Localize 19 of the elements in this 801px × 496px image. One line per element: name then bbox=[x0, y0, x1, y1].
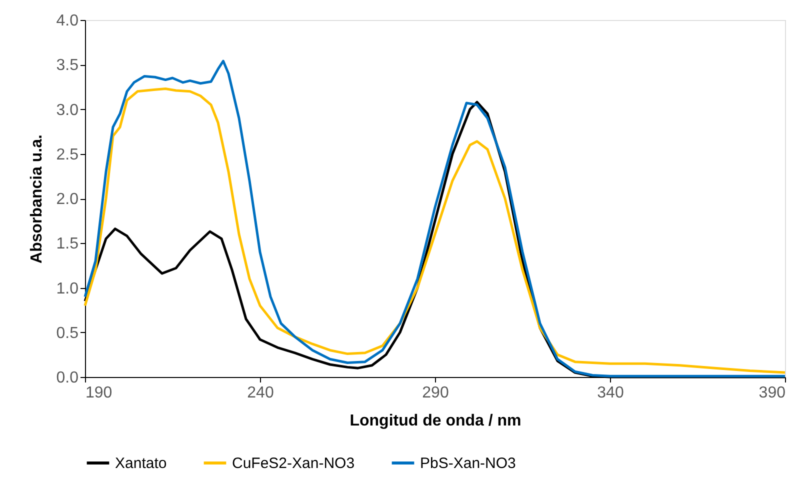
y-tick-label: 1.0 bbox=[56, 280, 79, 298]
y-tick-label: 0.5 bbox=[56, 324, 79, 342]
x-tick-label: 340 bbox=[597, 384, 624, 402]
x-tick-label: 290 bbox=[422, 384, 449, 402]
x-tick-label: 390 bbox=[758, 384, 786, 402]
x-tick-label: 240 bbox=[247, 384, 274, 402]
y-tick-label: 2.5 bbox=[56, 146, 79, 164]
y-tick-label: 1.5 bbox=[56, 236, 79, 253]
y-tick-label: 0.0 bbox=[56, 370, 79, 386]
y-tick-label: 2.0 bbox=[56, 191, 79, 208]
y-axis-title: Absorbancia u.a. bbox=[28, 134, 46, 264]
legend-label: PbS-Xan-NO3 bbox=[420, 455, 516, 472]
y-tick-label: 3.5 bbox=[56, 57, 79, 74]
y-tick-label: 4.0 bbox=[56, 12, 79, 30]
x-tick-label: 190 bbox=[86, 384, 112, 402]
legend-label: CuFeS2-Xan-NO3 bbox=[232, 455, 355, 472]
y-tick-label: 3.0 bbox=[56, 102, 79, 119]
legend-label: Xantato bbox=[115, 455, 167, 472]
x-axis-title: Longitud de onda / nm bbox=[350, 412, 522, 430]
